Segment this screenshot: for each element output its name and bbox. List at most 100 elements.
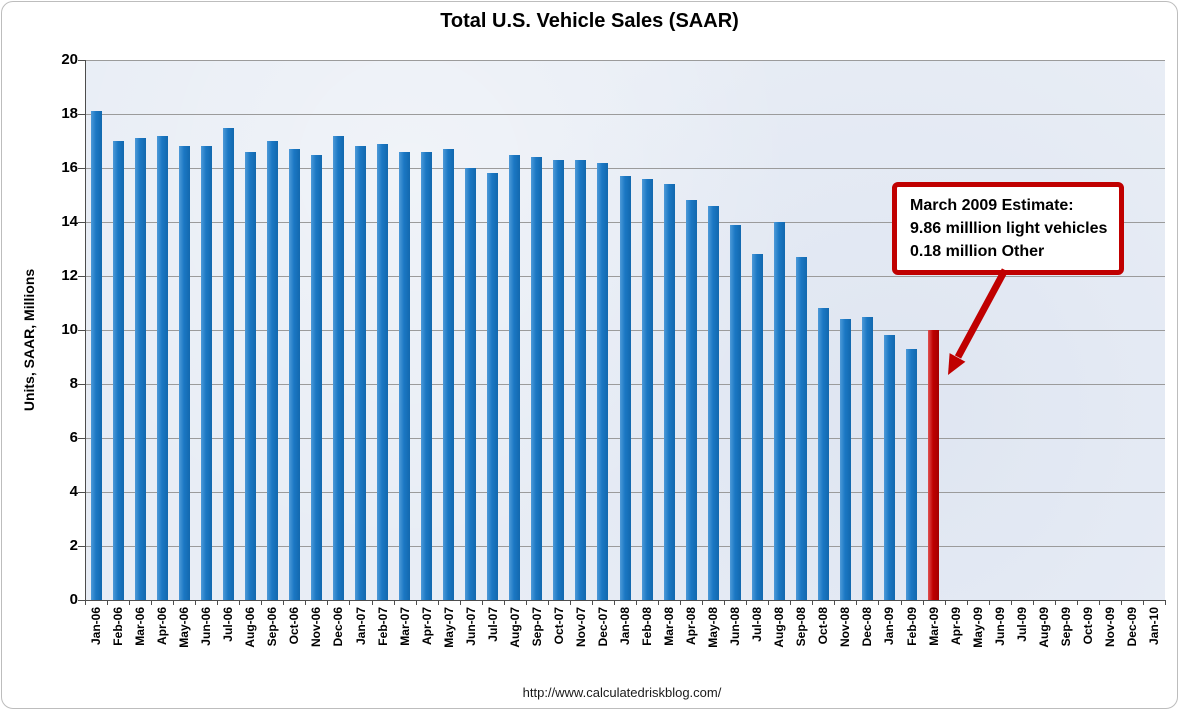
y-tick-6: [78, 438, 85, 439]
x-tick-40: [966, 600, 968, 605]
x-tick-48: [1142, 600, 1144, 605]
x-tick-label-Nov-09: Nov-09: [1102, 607, 1117, 648]
y-tick-label-10: 10: [61, 321, 78, 338]
x-tick-label-Aug-08: Aug-08: [772, 607, 787, 648]
annotation-line-2: 9.86 milllion light vehicles: [910, 220, 1108, 237]
x-tick-13: [371, 600, 373, 605]
bar-Nov-07: [575, 159, 587, 600]
bar-Mar-06: [134, 138, 146, 600]
x-tick-8: [261, 600, 263, 605]
bar-Mar-09: [928, 330, 940, 600]
x-tick-label-Mar-09: Mar-09: [926, 607, 941, 646]
bar-Aug-08: [773, 222, 785, 600]
bar-Jan-09: [883, 335, 895, 600]
bar-May-08: [707, 205, 719, 600]
x-tick-label-Jan-06: Jan-06: [89, 607, 104, 646]
x-tick-label-Mar-06: Mar-06: [133, 607, 148, 646]
x-tick-46: [1098, 600, 1100, 605]
y-tick-0: [78, 600, 85, 601]
bar-Jan-08: [619, 176, 631, 600]
y-tick-18: [78, 114, 85, 115]
y-tick-16: [78, 168, 85, 169]
x-tick-label-Sep-08: Sep-08: [794, 607, 809, 647]
x-tick-25: [636, 600, 638, 605]
y-tick-8: [78, 384, 85, 385]
bar-May-06: [178, 146, 190, 600]
bar-Jan-07: [355, 146, 366, 600]
footer-url: http://www.calculatedriskblog.com/: [522, 685, 722, 700]
bar-Jul-07: [487, 173, 499, 600]
x-tick-17: [459, 600, 461, 605]
x-tick-18: [481, 600, 483, 605]
x-tick-label-Jun-07: Jun-07: [463, 607, 478, 646]
x-tick-21: [547, 600, 549, 605]
y-tick-label-18: 18: [61, 105, 78, 122]
x-tick-28: [702, 600, 704, 605]
x-tick-5: [195, 600, 197, 605]
x-tick-label-Feb-08: Feb-08: [640, 607, 655, 646]
x-tick-label-Apr-07: Apr-07: [419, 607, 434, 646]
x-tick-label-Feb-09: Feb-09: [904, 607, 919, 646]
x-tick-label-Sep-09: Sep-09: [1058, 607, 1073, 647]
x-tick-12: [349, 600, 351, 605]
bar-Nov-08: [839, 319, 851, 600]
bar-Sep-06: [266, 141, 278, 600]
x-tick-label-Mar-07: Mar-07: [397, 607, 412, 646]
gridline-y-20: [85, 60, 1165, 61]
x-tick-label-Apr-08: Apr-08: [684, 607, 699, 646]
x-tick-22: [569, 600, 571, 605]
bar-Feb-09: [906, 348, 918, 600]
x-tick-label-Dec-07: Dec-07: [595, 607, 610, 647]
x-tick-3: [151, 600, 153, 605]
bar-Sep-07: [531, 157, 543, 600]
x-tick-label-May-06: May-06: [177, 607, 192, 648]
x-tick-0: [85, 600, 86, 605]
y-tick-4: [78, 492, 85, 493]
bar-Feb-08: [641, 178, 653, 600]
bar-Jun-08: [729, 224, 741, 600]
x-tick-label-Jun-06: Jun-06: [199, 607, 214, 646]
x-tick-10: [305, 600, 307, 605]
annotation-line-1: March 2009 Estimate:: [910, 197, 1074, 214]
bar-Jul-08: [751, 254, 763, 600]
x-tick-15: [415, 600, 417, 605]
x-tick-label-Nov-06: Nov-06: [309, 607, 324, 648]
x-tick-label-Jan-08: Jan-08: [618, 607, 632, 646]
x-tick-label-Jul-06: Jul-06: [221, 607, 236, 642]
x-tick-label-Jan-09: Jan-09: [882, 607, 897, 646]
x-tick-38: [922, 600, 924, 605]
bar-Dec-08: [861, 316, 873, 600]
bar-Jul-06: [222, 127, 234, 600]
x-tick-26: [658, 600, 660, 605]
y-tick-label-2: 2: [69, 537, 78, 554]
y-tick-20: [78, 60, 85, 61]
x-tick-label-Dec-08: Dec-08: [860, 607, 875, 647]
x-tick-label-Feb-07: Feb-07: [375, 607, 390, 646]
x-tick-32: [790, 600, 792, 605]
bar-Oct-08: [817, 308, 829, 600]
x-tick-label-Jun-09: Jun-09: [992, 607, 1007, 646]
bar-Nov-06: [310, 154, 322, 600]
gridline-y-18: [85, 114, 1165, 115]
x-tick-label-May-09: May-09: [970, 607, 985, 648]
x-tick-35: [856, 600, 858, 605]
x-tick-42: [1010, 600, 1012, 605]
bar-Dec-06: [332, 135, 344, 600]
bar-Jun-06: [200, 146, 212, 600]
x-tick-label-Jul-09: Jul-09: [1014, 607, 1029, 642]
bar-Jun-07: [465, 168, 477, 600]
bar-Apr-06: [156, 135, 168, 600]
bar-Apr-07: [421, 151, 433, 600]
x-tick-39: [944, 600, 946, 605]
x-tick-4: [173, 600, 175, 605]
x-tick-label-Feb-06: Feb-06: [111, 607, 126, 646]
x-tick-label-Jun-08: Jun-08: [728, 607, 743, 646]
x-tick-29: [724, 600, 726, 605]
chart-title: Total U.S. Vehicle Sales (SAAR): [440, 10, 739, 32]
y-tick-2: [78, 546, 85, 547]
x-tick-label-Aug-09: Aug-09: [1036, 607, 1051, 648]
x-tick-label-Aug-06: Aug-06: [243, 607, 258, 648]
x-tick-label-Apr-09: Apr-09: [948, 607, 963, 646]
y-axis-line: [85, 60, 86, 601]
x-axis-line: [85, 600, 1166, 601]
